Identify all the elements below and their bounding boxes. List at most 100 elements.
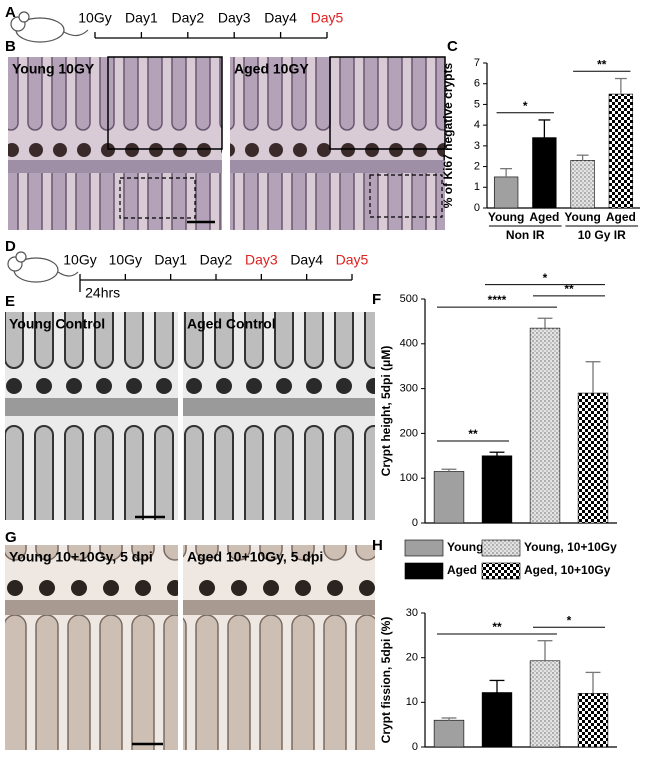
bar <box>577 693 609 748</box>
error-bar <box>489 679 505 693</box>
error-bar <box>500 167 513 177</box>
micrograph-label: Young 10+10Gy, 5 dpi <box>9 549 153 565</box>
legend-label: Young, 10+10Gy <box>524 540 617 554</box>
timeline-label: Day4 <box>290 252 323 268</box>
y-tick-label: 20 <box>406 652 418 664</box>
group-label: 10 Gy IR <box>578 228 626 242</box>
legend-swatch <box>404 539 444 557</box>
y-axis-label: Crypt height, 5dpi (μM) <box>379 346 393 477</box>
micrograph-label: Aged Control <box>187 316 276 332</box>
panel-label: H <box>372 537 383 554</box>
panel-label: C <box>447 38 458 55</box>
micrograph-label: Young 10GY <box>12 61 95 77</box>
y-tick-label: 5 <box>474 98 480 110</box>
y-tick-label: 7 <box>474 57 480 69</box>
inset <box>107 56 223 150</box>
micrograph <box>5 312 178 520</box>
bar <box>577 392 609 524</box>
significance-label: ** <box>597 57 607 71</box>
mouse-icon <box>10 11 89 43</box>
bar <box>481 692 513 748</box>
significance-label: **** <box>488 293 507 307</box>
error-bar <box>441 717 457 721</box>
mouse-icon <box>7 251 79 283</box>
y-axis-label: % of Ki67 negative crypts <box>441 62 455 208</box>
y-tick-label: 2 <box>474 160 480 172</box>
bar <box>481 455 513 524</box>
timeline-label: 10Gy <box>63 252 96 268</box>
y-tick-label: 6 <box>474 78 480 90</box>
bar <box>493 176 519 209</box>
x-tick-label: Young <box>564 210 600 224</box>
x-tick-label: Young <box>488 210 524 224</box>
significance-label: * <box>543 271 548 285</box>
timeline-label: Day3 <box>218 10 251 26</box>
error-bar <box>576 154 589 161</box>
y-tick-label: 300 <box>400 383 418 395</box>
panel-label: D <box>5 238 16 255</box>
bar <box>532 137 557 209</box>
panel-label: B <box>5 38 16 55</box>
significance-label: ** <box>492 620 502 634</box>
y-tick-label: 0 <box>474 202 480 214</box>
y-tick-label: 30 <box>406 607 418 619</box>
y-tick-label: 500 <box>400 293 418 305</box>
y-tick-label: 3 <box>474 140 480 152</box>
error-bar <box>614 77 627 95</box>
timeline-label: Day5 <box>311 10 344 26</box>
y-tick-label: 200 <box>400 427 418 439</box>
y-tick-label: 0 <box>412 517 418 529</box>
significance-label: * <box>523 99 528 113</box>
inset <box>329 56 446 150</box>
y-tick-label: 1 <box>474 181 480 193</box>
y-tick-label: 4 <box>474 119 480 131</box>
bar <box>570 160 595 209</box>
bar <box>433 719 465 748</box>
y-axis-label: Crypt fission, 5dpi (%) <box>379 617 393 744</box>
x-tick-label: Aged <box>606 210 636 224</box>
bar <box>529 327 561 524</box>
error-bar <box>585 671 601 694</box>
error-bar <box>537 317 553 329</box>
error-bar <box>585 361 601 394</box>
error-bar <box>441 468 457 472</box>
timeline-note: 24hrs <box>85 285 120 301</box>
panel-label: E <box>5 293 15 310</box>
y-tick-label: 100 <box>400 472 418 484</box>
panel-label: F <box>372 291 381 308</box>
micrograph-label: Aged 10+10Gy, 5 dpi <box>187 549 323 565</box>
panel-label: A <box>5 4 16 21</box>
error-bar <box>489 451 505 456</box>
micrograph-label: Young Control <box>9 316 105 332</box>
significance-label: ** <box>468 427 478 441</box>
micrograph <box>183 312 375 520</box>
timeline-label: Day3 <box>245 252 278 268</box>
timeline-label: Day2 <box>171 10 204 26</box>
error-bar <box>538 119 551 138</box>
zoom-box <box>369 174 443 218</box>
legend-label: Aged, 10+10Gy <box>524 563 611 577</box>
group-label: Non IR <box>506 228 545 242</box>
micrograph-label: Aged 10GY <box>234 61 309 77</box>
x-tick-label: Aged <box>529 210 559 224</box>
bar <box>529 660 561 748</box>
bar <box>433 471 465 524</box>
y-tick-label: 400 <box>400 338 418 350</box>
legend-label: Aged <box>447 563 477 577</box>
timeline-label: 10Gy <box>109 252 142 268</box>
timeline-label: Day1 <box>154 252 187 268</box>
significance-label: ** <box>564 282 574 296</box>
zoom-box <box>119 177 196 219</box>
panel-label: G <box>5 529 17 546</box>
micrograph <box>183 545 375 750</box>
significance-label: * <box>567 613 572 627</box>
timeline-label: Day4 <box>264 10 297 26</box>
legend-swatch <box>481 562 521 580</box>
legend-label: Young <box>447 540 483 554</box>
bar <box>608 93 634 209</box>
micrograph <box>5 545 178 750</box>
timeline-label: Day1 <box>125 10 158 26</box>
timeline-label: Day5 <box>336 252 369 268</box>
timeline-label: 10Gy <box>78 10 111 26</box>
